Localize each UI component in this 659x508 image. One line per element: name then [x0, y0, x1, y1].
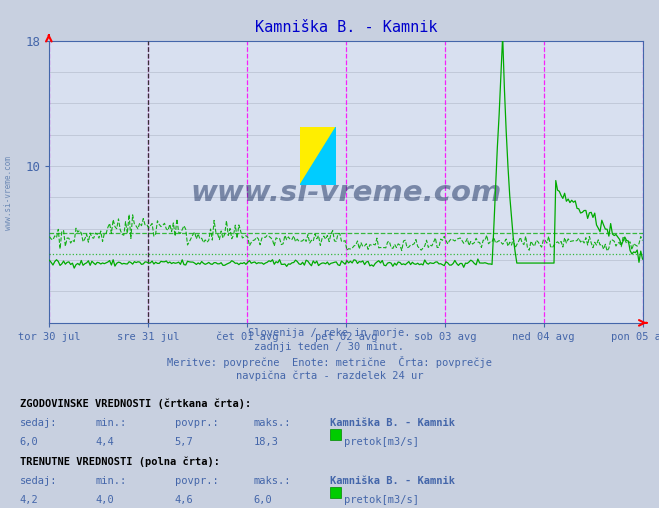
Text: sedaj:: sedaj: [20, 418, 57, 428]
Text: www.si-vreme.com: www.si-vreme.com [190, 179, 501, 207]
Polygon shape [300, 127, 336, 185]
Text: pretok[m3/s]: pretok[m3/s] [344, 495, 419, 505]
Text: 4,6: 4,6 [175, 495, 193, 505]
Text: zadnji teden / 30 minut.: zadnji teden / 30 minut. [254, 342, 405, 352]
Text: min.:: min.: [96, 476, 127, 486]
Title: Kamniška B. - Kamnik: Kamniška B. - Kamnik [255, 20, 437, 36]
Text: maks.:: maks.: [254, 418, 291, 428]
Text: 18,3: 18,3 [254, 437, 279, 448]
Text: Kamniška B. - Kamnik: Kamniška B. - Kamnik [330, 476, 455, 486]
Text: Kamniška B. - Kamnik: Kamniška B. - Kamnik [330, 418, 455, 428]
Text: 4,0: 4,0 [96, 495, 114, 505]
Text: Meritve: povprečne  Enote: metrične  Črta: povprečje: Meritve: povprečne Enote: metrične Črta:… [167, 356, 492, 368]
Text: ZGODOVINSKE VREDNOSTI (črtkana črta):: ZGODOVINSKE VREDNOSTI (črtkana črta): [20, 399, 251, 409]
Text: Slovenija / reke in morje.: Slovenija / reke in morje. [248, 328, 411, 338]
Text: 6,0: 6,0 [20, 437, 38, 448]
Text: sedaj:: sedaj: [20, 476, 57, 486]
Text: povpr.:: povpr.: [175, 476, 218, 486]
Text: povpr.:: povpr.: [175, 418, 218, 428]
Text: TRENUTNE VREDNOSTI (polna črta):: TRENUTNE VREDNOSTI (polna črta): [20, 457, 219, 467]
Text: 4,2: 4,2 [20, 495, 38, 505]
Text: pretok[m3/s]: pretok[m3/s] [344, 437, 419, 448]
Text: maks.:: maks.: [254, 476, 291, 486]
Polygon shape [300, 127, 336, 185]
Text: 5,7: 5,7 [175, 437, 193, 448]
Text: navpična črta - razdelek 24 ur: navpična črta - razdelek 24 ur [236, 370, 423, 381]
Text: 6,0: 6,0 [254, 495, 272, 505]
Text: min.:: min.: [96, 418, 127, 428]
Text: 4,4: 4,4 [96, 437, 114, 448]
Text: www.si-vreme.com: www.si-vreme.com [4, 156, 13, 230]
